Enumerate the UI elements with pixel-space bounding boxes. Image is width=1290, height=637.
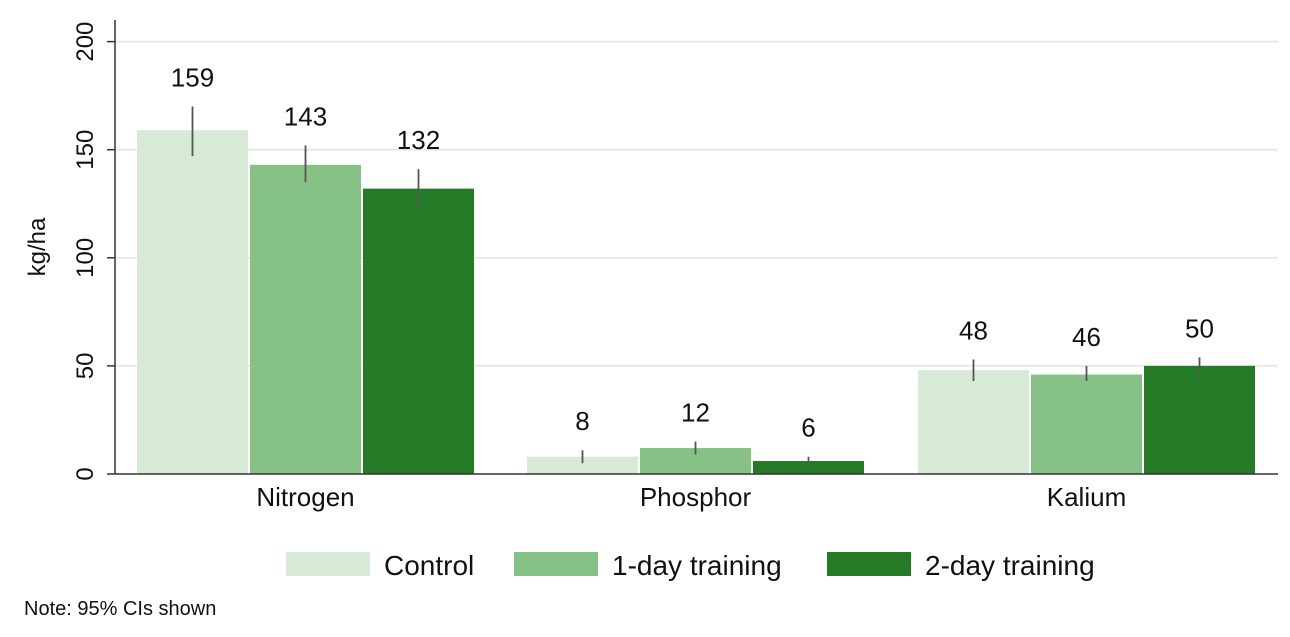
data-label: 143: [284, 101, 327, 131]
data-labels: 159 143 132 8 12 6 48 46 50: [171, 62, 1214, 442]
legend-swatch: [514, 552, 598, 576]
axes: 0 50 100 150 200 kg/ha Nitrogen Phosphor Kalium: [24, 20, 1278, 512]
data-label: 12: [681, 398, 710, 428]
legend-swatch: [827, 552, 911, 576]
bar: [527, 456, 638, 474]
data-label: 159: [171, 62, 214, 92]
bars: [137, 130, 1255, 474]
data-label: 48: [959, 315, 988, 345]
y-axis-title: kg/ha: [24, 217, 51, 276]
y-tick-label: 200: [72, 22, 99, 62]
data-label: 50: [1185, 313, 1214, 343]
legend-label: 1-day training: [612, 550, 782, 581]
x-category-label: Nitrogen: [256, 482, 354, 512]
bar: [918, 370, 1029, 474]
legend-swatch: [286, 552, 370, 576]
bar: [1144, 365, 1255, 474]
legend: Control 1-day training 2-day training: [286, 550, 1095, 581]
y-tick-label: 100: [72, 238, 99, 278]
confidence-intervals: [191, 106, 1201, 466]
bar: [753, 461, 864, 474]
bar: [1031, 374, 1142, 474]
x-category-label: Kalium: [1047, 482, 1126, 512]
y-tick-label: 0: [72, 467, 99, 480]
chart-note: Note: 95% CIs shown: [24, 598, 217, 620]
data-label: 8: [575, 406, 589, 436]
y-tick-label: 50: [72, 353, 99, 380]
legend-label: 2-day training: [925, 550, 1095, 581]
bar: [250, 164, 361, 474]
bar: [137, 130, 248, 474]
y-tick-label: 150: [72, 130, 99, 170]
data-label: 46: [1072, 322, 1101, 352]
data-label: 132: [397, 125, 440, 155]
legend-label: Control: [384, 550, 474, 581]
data-label: 6: [801, 413, 815, 443]
x-category-label: Phosphor: [640, 482, 752, 512]
bar: [363, 188, 474, 474]
